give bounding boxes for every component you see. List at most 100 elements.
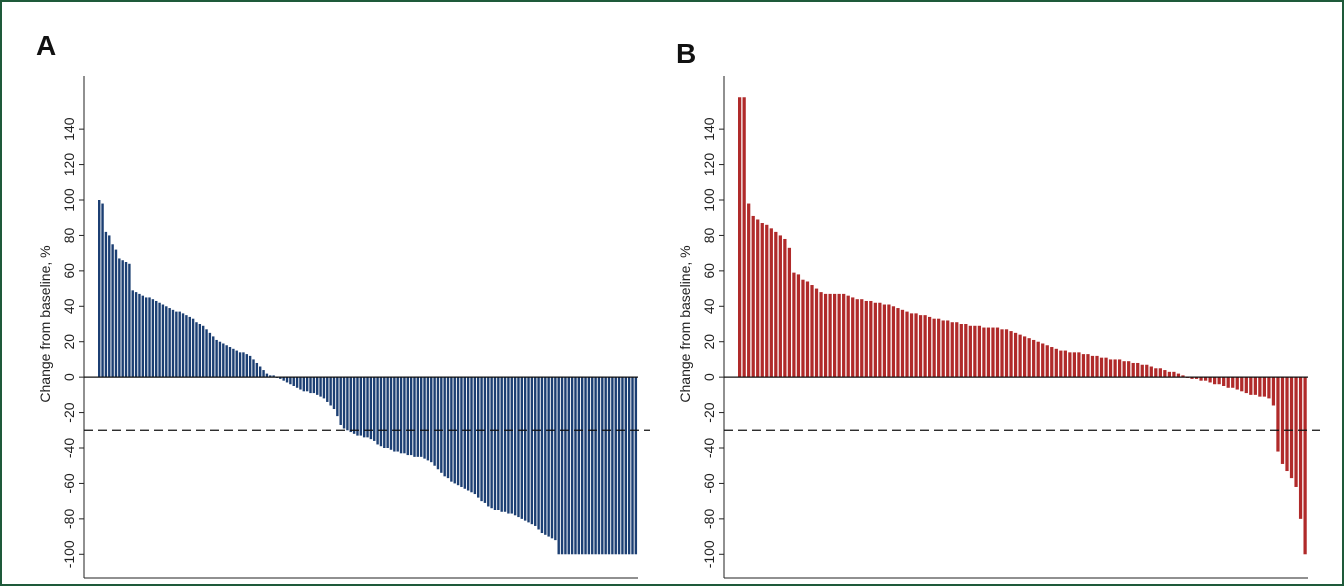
bar-b [1145, 364, 1149, 378]
y-tick-label-b: -40 [701, 438, 717, 458]
y-tick-label-a: 40 [61, 298, 77, 314]
bar-b [747, 203, 751, 378]
bar-a [218, 341, 222, 378]
bar-a [158, 302, 161, 378]
bar-a [272, 375, 275, 378]
bar-b [787, 247, 792, 378]
bar-b [1009, 331, 1013, 378]
bar-b [959, 324, 963, 378]
panel-b-label: B [676, 38, 697, 69]
bar-b [783, 238, 787, 378]
y-tick-label-a: 100 [61, 188, 77, 212]
bar-a [131, 290, 134, 378]
y-tick-label-b: 0 [701, 373, 717, 381]
bar-a [480, 377, 483, 502]
bar-a [346, 377, 349, 431]
bar-a [252, 359, 255, 378]
bar-a [433, 377, 436, 466]
bar-b [887, 304, 891, 378]
bar-b [1226, 377, 1230, 388]
bar-a [161, 304, 165, 378]
bar-b [796, 274, 801, 378]
bar-b [774, 231, 778, 378]
bar-b [1262, 377, 1267, 397]
bar-b [1253, 377, 1257, 395]
bar-a [450, 377, 453, 482]
bar-a [413, 377, 416, 457]
bar-a [611, 377, 614, 555]
bar-a [191, 318, 195, 378]
bar-b [1208, 377, 1212, 383]
bar-b [1298, 377, 1303, 519]
bar-a [527, 377, 530, 523]
bar-b [873, 302, 877, 378]
bar-a [285, 377, 289, 383]
bar-b [810, 285, 814, 378]
bar-a [463, 377, 467, 489]
bar-b [1289, 377, 1294, 479]
bar-a [406, 377, 409, 456]
bar-b [851, 297, 855, 378]
bar-a [141, 295, 145, 378]
bar-b [1136, 362, 1140, 378]
waterfall-chart-a: -100 -80 -60 -40 -20 0 20 40 60 80 100 120 140 Change… [37, 76, 650, 579]
bar-a [124, 262, 128, 378]
y-tick-label-a: -80 [61, 509, 77, 529]
bar-b [946, 320, 950, 378]
bar-a [557, 377, 560, 555]
bar-a [101, 203, 104, 378]
bar-a [621, 377, 624, 555]
bar-a [339, 377, 342, 425]
waterfall-chart-b: -100 -80 -60 -40 -20 0 20 40 60 80 100 120 140 Change… [677, 76, 1320, 579]
bar-b [756, 219, 760, 378]
bar-a [517, 377, 520, 518]
bar-b [846, 295, 850, 378]
bar-a [262, 370, 265, 378]
panel-a-label: A [36, 30, 57, 61]
bar-a [144, 297, 148, 378]
bar-b [860, 299, 864, 378]
bar-a [359, 377, 363, 436]
bar-a [242, 352, 245, 378]
bar-a [292, 377, 295, 386]
bar-b [855, 299, 859, 378]
bar-a [171, 309, 175, 378]
bar-a [460, 377, 463, 487]
bar-b [805, 281, 810, 378]
bar-b [914, 313, 918, 378]
bar-a [500, 377, 503, 512]
bar-a [349, 377, 352, 433]
bar-a [409, 377, 413, 456]
bar-a [627, 377, 631, 555]
y-tick-label-b: -60 [701, 473, 717, 493]
bar-b [1190, 377, 1194, 379]
bar-b [1222, 377, 1226, 386]
bar-a [104, 231, 108, 378]
bar-b [1113, 359, 1117, 378]
bar-b [1149, 366, 1153, 378]
bar-b [869, 300, 873, 378]
bar-a [121, 260, 124, 378]
y-tick-label-b: 80 [701, 227, 717, 243]
bar-a [255, 362, 259, 378]
bar-b [1063, 350, 1067, 378]
bar-a [235, 350, 238, 378]
bar-a [530, 377, 534, 525]
bar-a [591, 377, 594, 555]
bar-a [436, 377, 440, 470]
bar-a [299, 377, 302, 390]
bar-b [1081, 354, 1086, 378]
bar-b [1271, 377, 1276, 406]
bar-a [326, 377, 329, 402]
bar-a [118, 258, 121, 378]
bar-b [760, 223, 764, 378]
y-axis-title-a: Change from baseline, % [37, 245, 53, 402]
bar-b [1249, 377, 1253, 395]
bar-a [138, 293, 141, 378]
y-tick-label-b: 140 [701, 117, 717, 141]
bar-a [111, 244, 114, 378]
bar-b [819, 292, 823, 378]
bar-b [1131, 362, 1135, 378]
bar-a [520, 377, 524, 519]
bar-a [289, 377, 292, 385]
